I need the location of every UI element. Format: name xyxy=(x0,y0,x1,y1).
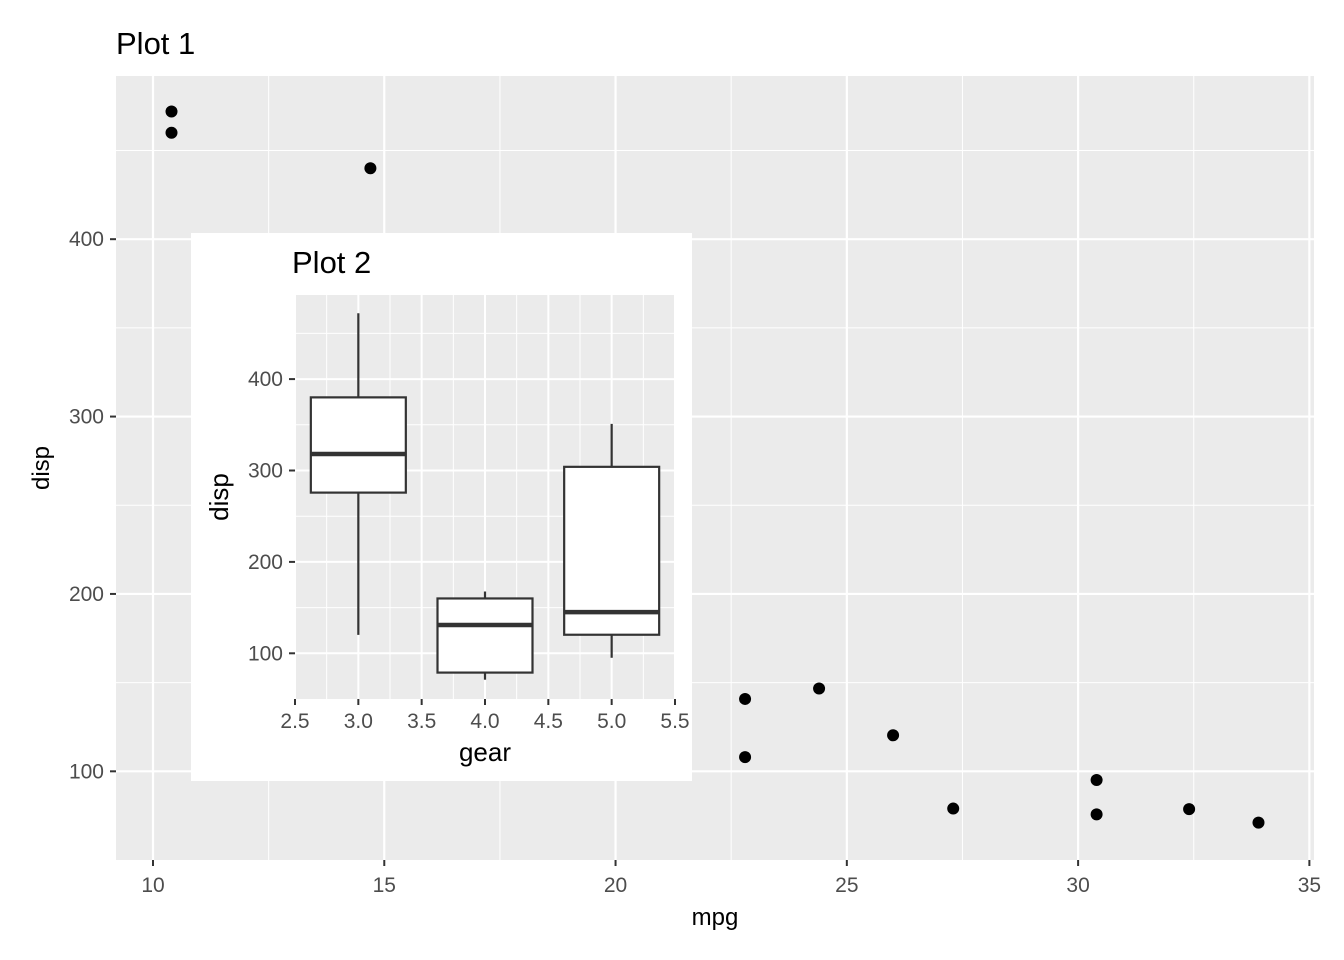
plot-1-x-tick-label: 35 xyxy=(1298,874,1321,897)
plot-1-y-tick-label: 400 xyxy=(69,228,104,251)
plot-1-x-tick-label: 25 xyxy=(835,874,858,897)
plot-2-y-tick-label: 100 xyxy=(248,642,283,665)
plot-1-y-ticks: 100 200 300 400 xyxy=(69,228,116,783)
data-point xyxy=(813,682,826,695)
plot-2-y-tick-label: 400 xyxy=(248,368,283,391)
plot-2-boxes xyxy=(309,313,661,680)
boxplot-box xyxy=(309,396,407,494)
plot-1-x-axis-title: mpg xyxy=(692,904,739,931)
plot-1-y-tick-label: 100 xyxy=(69,760,104,783)
plot-1-points xyxy=(165,105,1265,829)
data-point xyxy=(1252,816,1265,829)
plot-2-x-ticks: 2.5 3.0 3.5 4.0 4.5 5.0 5.5 xyxy=(280,699,690,733)
plot-2-x-tick-label: 3.0 xyxy=(344,710,373,733)
plot-2-x-tick-label: 4.5 xyxy=(534,710,563,733)
boxplot-gear-3 xyxy=(309,313,407,635)
data-point xyxy=(1090,808,1103,821)
data-point xyxy=(887,729,900,742)
data-point xyxy=(739,751,752,764)
boxplot-gear-4 xyxy=(436,591,534,680)
data-point xyxy=(165,105,178,118)
plot-2-x-tick-label: 5.0 xyxy=(597,710,626,733)
plot-1-x-tick-label: 10 xyxy=(141,874,164,897)
plot-2-x-tick-label: 5.5 xyxy=(660,710,689,733)
plot-2-title: Plot 2 xyxy=(292,245,371,280)
plot-2-x-tick-label: 4.0 xyxy=(470,710,499,733)
data-point xyxy=(364,162,377,175)
plot-1-title: Plot 1 xyxy=(116,26,195,61)
plot-2-y-ticks: 100 200 300 400 xyxy=(248,368,295,665)
plot-1-x-tick-label: 20 xyxy=(604,874,627,897)
plot-2-y-axis-title: disp xyxy=(204,473,234,521)
data-point xyxy=(947,802,960,815)
boxplot-gear-5 xyxy=(563,423,661,658)
plot-2-x-tick-label: 3.5 xyxy=(407,710,436,733)
data-point xyxy=(739,692,752,705)
plot-2-inset: Plot 2 2.5 3.0 3.5 4.0 4.5 5.0 5.5 100 200 300 40… xyxy=(191,233,692,781)
data-point xyxy=(1090,774,1103,787)
plot-1-y-axis-title: disp xyxy=(28,446,55,490)
data-point xyxy=(165,126,178,139)
plot-2-x-axis-title: gear xyxy=(459,737,511,767)
boxplot-box xyxy=(563,465,661,636)
plot-1-x-tick-label: 15 xyxy=(373,874,396,897)
plot-2-y-tick-label: 300 xyxy=(248,459,283,482)
plot-2-x-tick-label: 2.5 xyxy=(280,710,309,733)
plot-1-x-ticks: 10 15 20 25 30 35 xyxy=(141,860,1321,897)
plot-1-x-tick-label: 30 xyxy=(1066,874,1089,897)
plot-2-y-tick-label: 200 xyxy=(248,551,283,574)
data-point xyxy=(1183,803,1196,816)
plot-1-y-tick-label: 300 xyxy=(69,406,104,429)
boxplot-box xyxy=(436,597,534,674)
plot-1-y-tick-label: 200 xyxy=(69,583,104,606)
